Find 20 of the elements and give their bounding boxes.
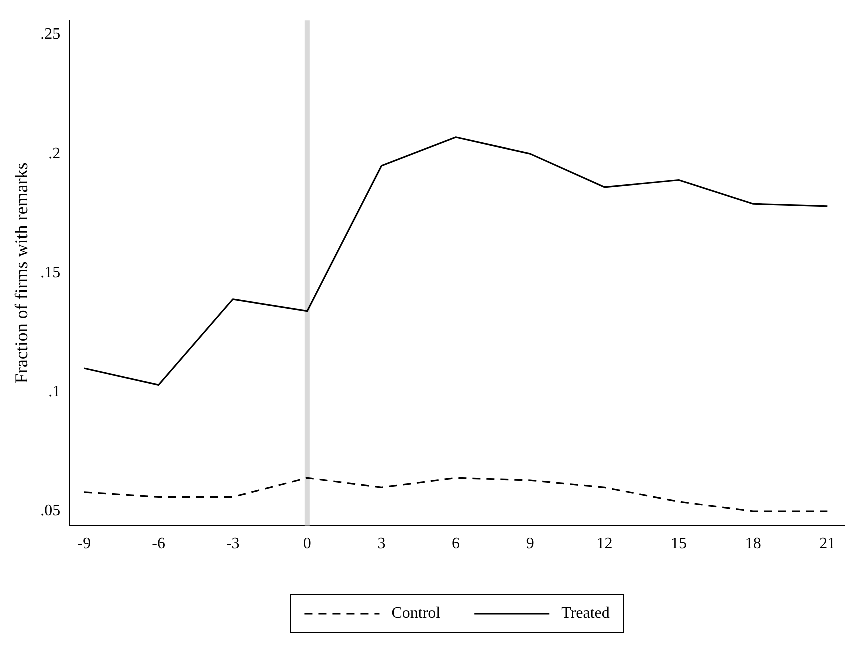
y-tick-label: .2 xyxy=(48,145,61,162)
x-tick-label: -9 xyxy=(78,536,92,553)
x-tick-label: -3 xyxy=(226,536,240,553)
x-tick-label: -6 xyxy=(152,536,166,553)
x-tick-label: 9 xyxy=(526,536,534,553)
y-tick-label: .05 xyxy=(40,502,61,520)
y-tick-label: .1 xyxy=(48,384,61,401)
line-series xyxy=(84,477,828,512)
y-tick-label: .15 xyxy=(40,264,61,282)
x-tick-label: 12 xyxy=(596,536,613,553)
x-tick-label: 0 xyxy=(303,536,312,553)
x-tick-label: 6 xyxy=(452,536,460,553)
y-axis-title: Fraction of firms with remarks xyxy=(12,162,32,384)
x-tick-label: 15 xyxy=(671,536,688,553)
x-tick-label: 3 xyxy=(378,536,386,553)
legend-label: Control xyxy=(392,605,442,622)
x-tick-label: 21 xyxy=(820,536,836,553)
y-tick-label: .25 xyxy=(40,26,61,44)
x-tick-label: 18 xyxy=(745,536,762,553)
legend-label: Treated xyxy=(562,605,610,622)
